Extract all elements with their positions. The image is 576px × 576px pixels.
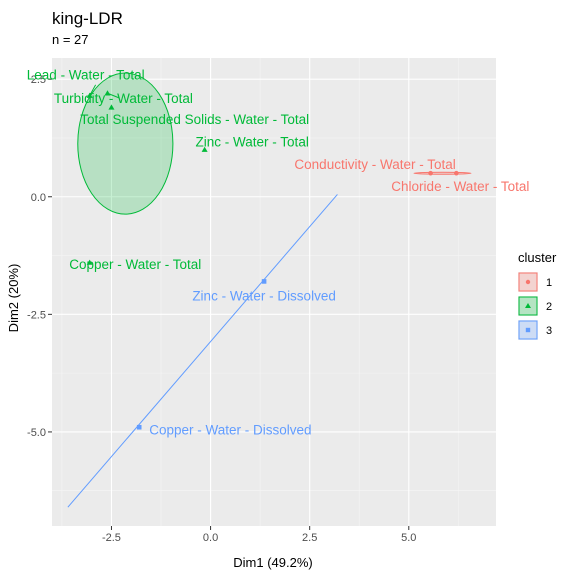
x-tick-label: -2.5 [102,532,121,544]
y-tick-label: -5.0 [27,427,46,439]
plot-panel: -2.5 0.0 2.5 5.0 2.5 0.0 -2.5 -5.0 Conductivity … [27,58,529,544]
data-point [136,424,142,430]
legend-item-cluster-2: 2 [518,296,552,316]
x-tick-label: 2.5 [302,532,317,544]
data-point [86,259,93,265]
data-point [104,90,111,96]
legend-label: 1 [546,277,552,289]
legend-key-marker [525,303,531,308]
point-label: Zinc - Water - Dissolved [192,289,336,304]
point-label: Copper - Water - Dissolved [149,423,311,438]
plot-background [52,58,496,526]
y-axis-title: Dim2 (20%) [6,264,21,333]
data-point [108,104,115,110]
point-label: Zinc - Water - Total [196,135,309,150]
chart-subtitle: n = 27 [52,32,89,47]
cluster-2-ellipse [77,72,174,215]
y-tick-label: 0.0 [31,192,46,204]
data-point [261,279,267,284]
x-tick-label: 5.0 [401,532,416,544]
cluster-1-ellipse [413,171,472,175]
point-label: Conductivity - Water - Total [294,157,455,172]
point-label: Total Suspended Solids - Water - Total [80,112,309,127]
legend: cluster 1 2 3 [518,250,557,340]
legend-title: cluster [518,250,557,265]
point-label: Turbidity - Water - Total [54,91,193,106]
x-axis-title: Dim1 (49.2%) [233,555,312,570]
data-point [454,170,459,176]
legend-label: 3 [546,325,552,337]
legend-label: 2 [546,301,552,313]
data-point [86,92,93,98]
legend-item-cluster-1: 1 [518,272,552,292]
point-label: Copper - Water - Total [69,257,201,272]
x-tick-label: 0.0 [203,532,218,544]
y-tick-label: 2.5 [31,74,46,86]
data-point [428,170,433,176]
data-point [201,146,208,152]
legend-key-marker [525,279,531,285]
point-label: Lead - Water - Total [27,67,145,82]
point-label: Chloride - Water - Total [391,179,529,194]
legend-key-marker [525,327,531,333]
cluster-3-line [67,194,338,508]
y-tick-label: -2.5 [27,309,46,321]
chart-title: king-LDR [52,9,123,28]
legend-item-cluster-3: 3 [518,320,552,340]
label-connector [89,84,97,96]
